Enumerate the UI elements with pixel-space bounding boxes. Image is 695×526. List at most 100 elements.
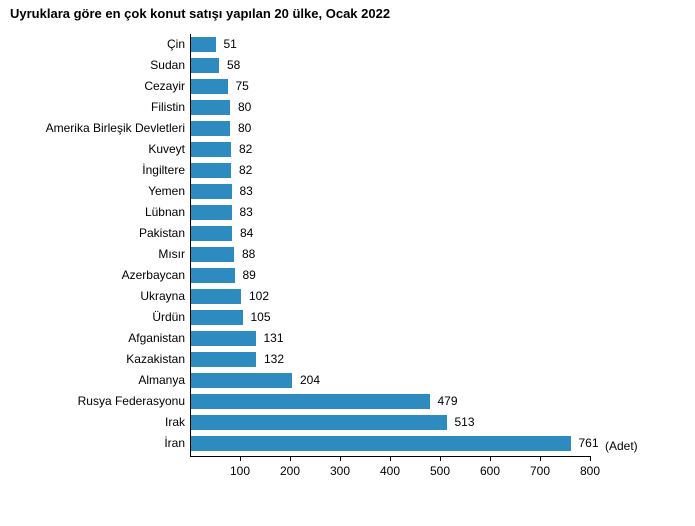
bar-row: İran 761 (0, 433, 695, 454)
category-label: Sudan (150, 58, 185, 72)
bar-row: Irak 513 (0, 412, 695, 433)
category-label: Çin (167, 37, 185, 51)
x-tick-label: 300 (330, 464, 350, 478)
bar-row: Ukrayna102 (0, 286, 695, 307)
bar (190, 184, 232, 199)
value-label: 204 (300, 373, 320, 387)
category-label: İngiltere (142, 163, 185, 177)
x-tick (290, 456, 291, 461)
value-label: 58 (227, 58, 240, 72)
bar-row: Pakistan 84 (0, 223, 695, 244)
bar-row: Çin 51 (0, 34, 695, 55)
bar-row: Filistin 80 (0, 97, 695, 118)
category-label: Azerbaycan (122, 268, 185, 282)
value-label: 83 (240, 184, 253, 198)
value-label: 513 (455, 415, 475, 429)
x-tick (240, 456, 241, 461)
bar-row: Rusya Federasyonu 479 (0, 391, 695, 412)
bar-row: Ürdün 105 (0, 307, 695, 328)
value-label: 80 (238, 121, 251, 135)
bar (190, 142, 231, 157)
value-label: 132 (264, 352, 284, 366)
x-tick (590, 456, 591, 461)
value-label: 82 (239, 163, 252, 177)
bar (190, 436, 571, 451)
value-label: 82 (239, 142, 252, 156)
unit-label: (Adet) (605, 439, 638, 453)
value-label: 105 (251, 310, 271, 324)
bar (190, 121, 230, 136)
bar (190, 163, 231, 178)
bar (190, 58, 219, 73)
bar-row: Azerbaycan 89 (0, 265, 695, 286)
category-label: Afganistan (128, 331, 185, 345)
value-label: 89 (243, 268, 256, 282)
category-label: Lübnan (145, 205, 185, 219)
value-label: 102 (249, 289, 269, 303)
x-tick (390, 456, 391, 461)
value-label: 479 (438, 394, 458, 408)
bar (190, 415, 447, 430)
bar-row: Kuveyt 82 (0, 139, 695, 160)
x-tick-label: 200 (280, 464, 300, 478)
x-tick (440, 456, 441, 461)
category-label: Yemen (148, 184, 185, 198)
bar (190, 352, 256, 367)
category-label: Amerika Birleşik Devletleri (46, 121, 185, 135)
category-label: Almanya (138, 373, 185, 387)
chart-plot-area: Çin51Sudan58Cezayir75Filistin80Amerika B… (0, 30, 695, 510)
bar (190, 247, 234, 262)
category-label: Rusya Federasyonu (78, 394, 185, 408)
category-label: Mısır (158, 247, 185, 261)
bar-row: Afganistan 131 (0, 328, 695, 349)
category-label: Pakistan (139, 226, 185, 240)
value-label: 131 (264, 331, 284, 345)
category-label: Filistin (151, 100, 185, 114)
x-tick (340, 456, 341, 461)
y-axis-line (190, 34, 191, 456)
category-label: İran (164, 436, 185, 450)
x-tick-label: 400 (380, 464, 400, 478)
category-label: Irak (165, 415, 185, 429)
bar-row: Cezayir 75 (0, 76, 695, 97)
bar (190, 394, 430, 409)
category-label: Kazakistan (126, 352, 185, 366)
category-label: Cezayir (144, 79, 185, 93)
value-label: 88 (242, 247, 255, 261)
x-tick-label: 800 (580, 464, 600, 478)
bar (190, 268, 235, 283)
bar (190, 37, 216, 52)
bar (190, 289, 241, 304)
bar (190, 331, 256, 346)
bar-row: Sudan 58 (0, 55, 695, 76)
x-tick-label: 600 (480, 464, 500, 478)
value-label: 83 (240, 205, 253, 219)
category-label: Kuveyt (148, 142, 185, 156)
chart-title: Uyruklara göre en çok konut satışı yapıl… (10, 6, 390, 21)
value-label: 80 (238, 100, 251, 114)
bar (190, 310, 243, 325)
bar-row: Almanya 204 (0, 370, 695, 391)
bar (190, 373, 292, 388)
bar (190, 100, 230, 115)
bar-row: İngiltere 82 (0, 160, 695, 181)
x-tick (540, 456, 541, 461)
bar (190, 79, 228, 94)
bar-row: Amerika Birleşik Devletleri 80 (0, 118, 695, 139)
value-label: 761 (579, 436, 599, 450)
bar-row: Yemen 83 (0, 181, 695, 202)
value-label: 75 (236, 79, 249, 93)
category-label: Ürdün (152, 310, 185, 324)
value-label: 84 (240, 226, 253, 240)
x-tick (490, 456, 491, 461)
x-tick-label: 500 (430, 464, 450, 478)
x-tick-label: 700 (530, 464, 550, 478)
bar (190, 226, 232, 241)
x-tick-label: 100 (230, 464, 250, 478)
bar-row: Mısır 88 (0, 244, 695, 265)
chart-container: Uyruklara göre en çok konut satışı yapıl… (0, 0, 695, 526)
bar-row: Lübnan 83 (0, 202, 695, 223)
bar (190, 205, 232, 220)
bar-row: Kazakistan 132 (0, 349, 695, 370)
value-label: 51 (224, 37, 237, 51)
